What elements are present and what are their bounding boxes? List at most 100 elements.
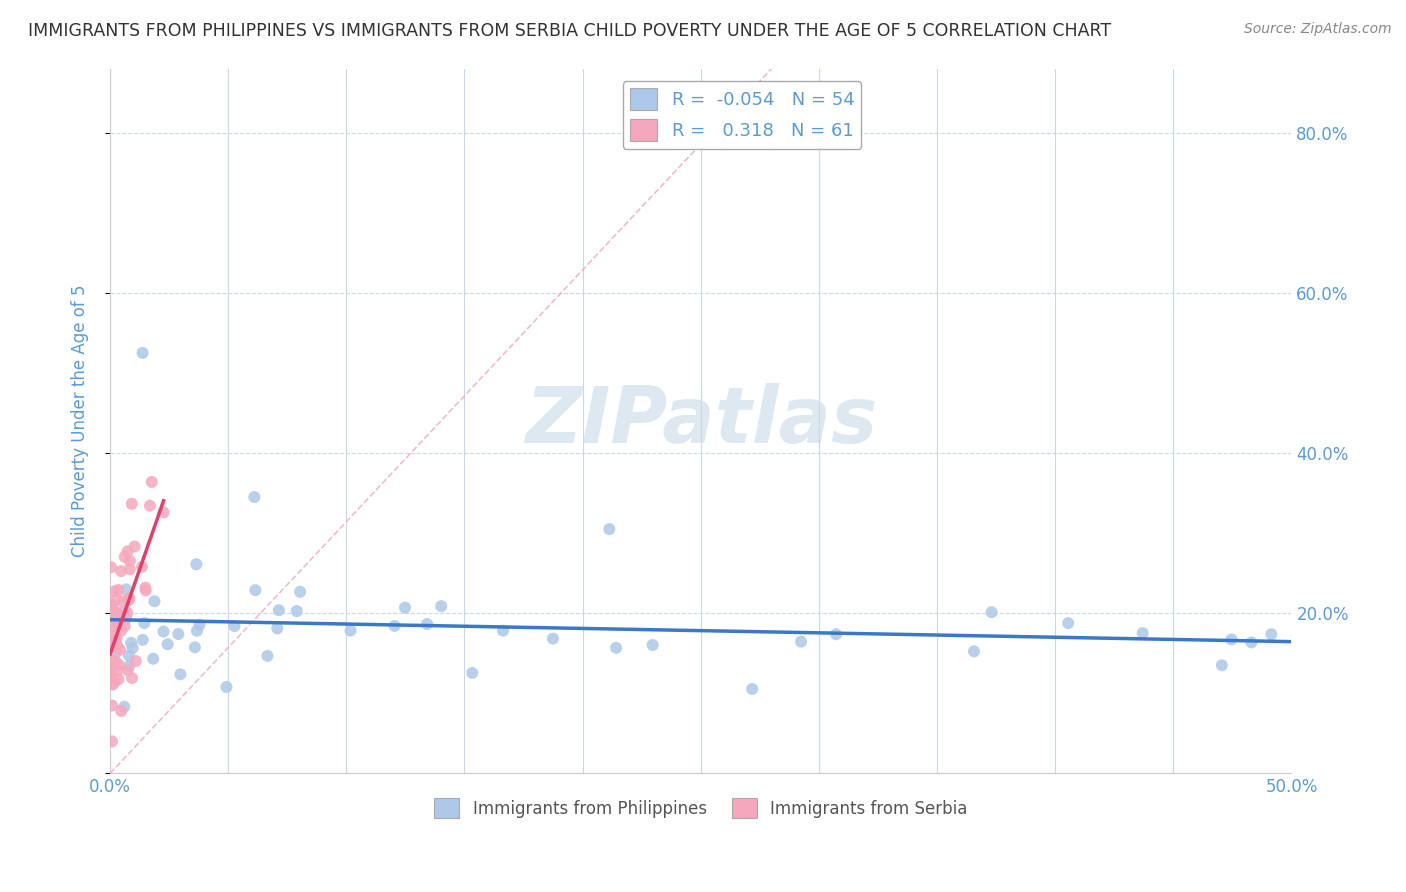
Point — [105, 615, 128, 629]
Point — [134, 616, 156, 631]
Point — [131, 346, 153, 360]
Point — [394, 600, 416, 615]
Point — [107, 582, 129, 597]
Point — [111, 605, 134, 619]
Point — [100, 560, 122, 574]
Text: ZIPatlas: ZIPatlas — [524, 383, 877, 459]
Point — [121, 641, 143, 656]
Point — [980, 605, 1002, 619]
Point — [100, 670, 122, 684]
Point — [100, 597, 122, 611]
Point — [285, 604, 308, 618]
Point — [117, 663, 139, 677]
Point — [103, 605, 125, 619]
Point — [118, 554, 141, 568]
Point — [105, 592, 128, 607]
Point — [132, 632, 155, 647]
Text: IMMIGRANTS FROM PHILIPPINES VS IMMIGRANTS FROM SERBIA CHILD POVERTY UNDER THE AG: IMMIGRANTS FROM PHILIPPINES VS IMMIGRANT… — [28, 22, 1111, 40]
Point — [117, 593, 139, 607]
Point — [641, 638, 664, 652]
Point — [141, 475, 163, 489]
Point — [188, 617, 211, 632]
Point — [115, 582, 138, 597]
Point — [105, 631, 128, 645]
Point — [101, 653, 124, 667]
Point — [104, 674, 127, 689]
Text: Source: ZipAtlas.com: Source: ZipAtlas.com — [1244, 22, 1392, 37]
Point — [143, 594, 166, 608]
Point — [101, 599, 124, 613]
Point — [186, 624, 208, 638]
Point — [741, 681, 763, 696]
Point — [112, 699, 135, 714]
Point — [100, 664, 122, 678]
Point — [103, 616, 125, 631]
Point — [111, 594, 134, 608]
Point — [104, 632, 127, 647]
Point — [101, 615, 124, 629]
Point — [243, 490, 266, 504]
Point — [100, 658, 122, 673]
Point — [169, 667, 191, 681]
Point — [110, 704, 132, 718]
Point — [107, 657, 129, 672]
Point — [1240, 635, 1263, 649]
Point — [107, 610, 129, 624]
Point — [186, 558, 208, 572]
Point — [266, 621, 288, 635]
Point — [101, 676, 124, 690]
Point — [101, 734, 124, 748]
Point — [384, 619, 406, 633]
Point — [1211, 658, 1233, 673]
Point — [117, 606, 139, 620]
Point — [104, 584, 127, 599]
Point — [121, 671, 143, 685]
Point — [167, 627, 190, 641]
Point — [1260, 627, 1282, 641]
Point — [245, 583, 267, 598]
Point — [105, 639, 128, 653]
Point — [605, 640, 627, 655]
Point — [101, 698, 124, 713]
Point — [416, 617, 439, 632]
Point — [114, 549, 136, 564]
Point — [135, 583, 157, 598]
Point — [104, 655, 127, 669]
Point — [107, 607, 129, 621]
Point — [461, 665, 484, 680]
Point — [152, 624, 174, 639]
Point — [156, 637, 179, 651]
Point — [152, 505, 174, 519]
Point — [118, 659, 141, 673]
Point — [598, 522, 620, 536]
Point — [963, 644, 986, 658]
Point — [288, 584, 311, 599]
Point — [107, 617, 129, 632]
Point — [430, 599, 453, 613]
Point — [120, 636, 142, 650]
Point — [1132, 626, 1154, 640]
Point — [103, 673, 125, 688]
Point — [121, 497, 143, 511]
Point — [110, 564, 132, 578]
Point — [104, 614, 127, 628]
Point — [139, 499, 162, 513]
Point — [142, 652, 165, 666]
Point — [124, 540, 146, 554]
Point — [215, 680, 238, 694]
Point — [825, 627, 848, 641]
Point — [1057, 616, 1080, 631]
Point — [107, 673, 129, 687]
Point — [108, 643, 131, 657]
Point — [256, 648, 278, 663]
Point — [100, 604, 122, 618]
Point — [224, 619, 246, 633]
Point — [104, 628, 127, 642]
Point — [100, 640, 122, 655]
Point — [118, 591, 141, 606]
Point — [105, 616, 128, 631]
Point — [541, 632, 564, 646]
Point — [101, 677, 124, 691]
Legend: Immigrants from Philippines, Immigrants from Serbia: Immigrants from Philippines, Immigrants … — [427, 791, 974, 825]
Point — [131, 559, 153, 574]
